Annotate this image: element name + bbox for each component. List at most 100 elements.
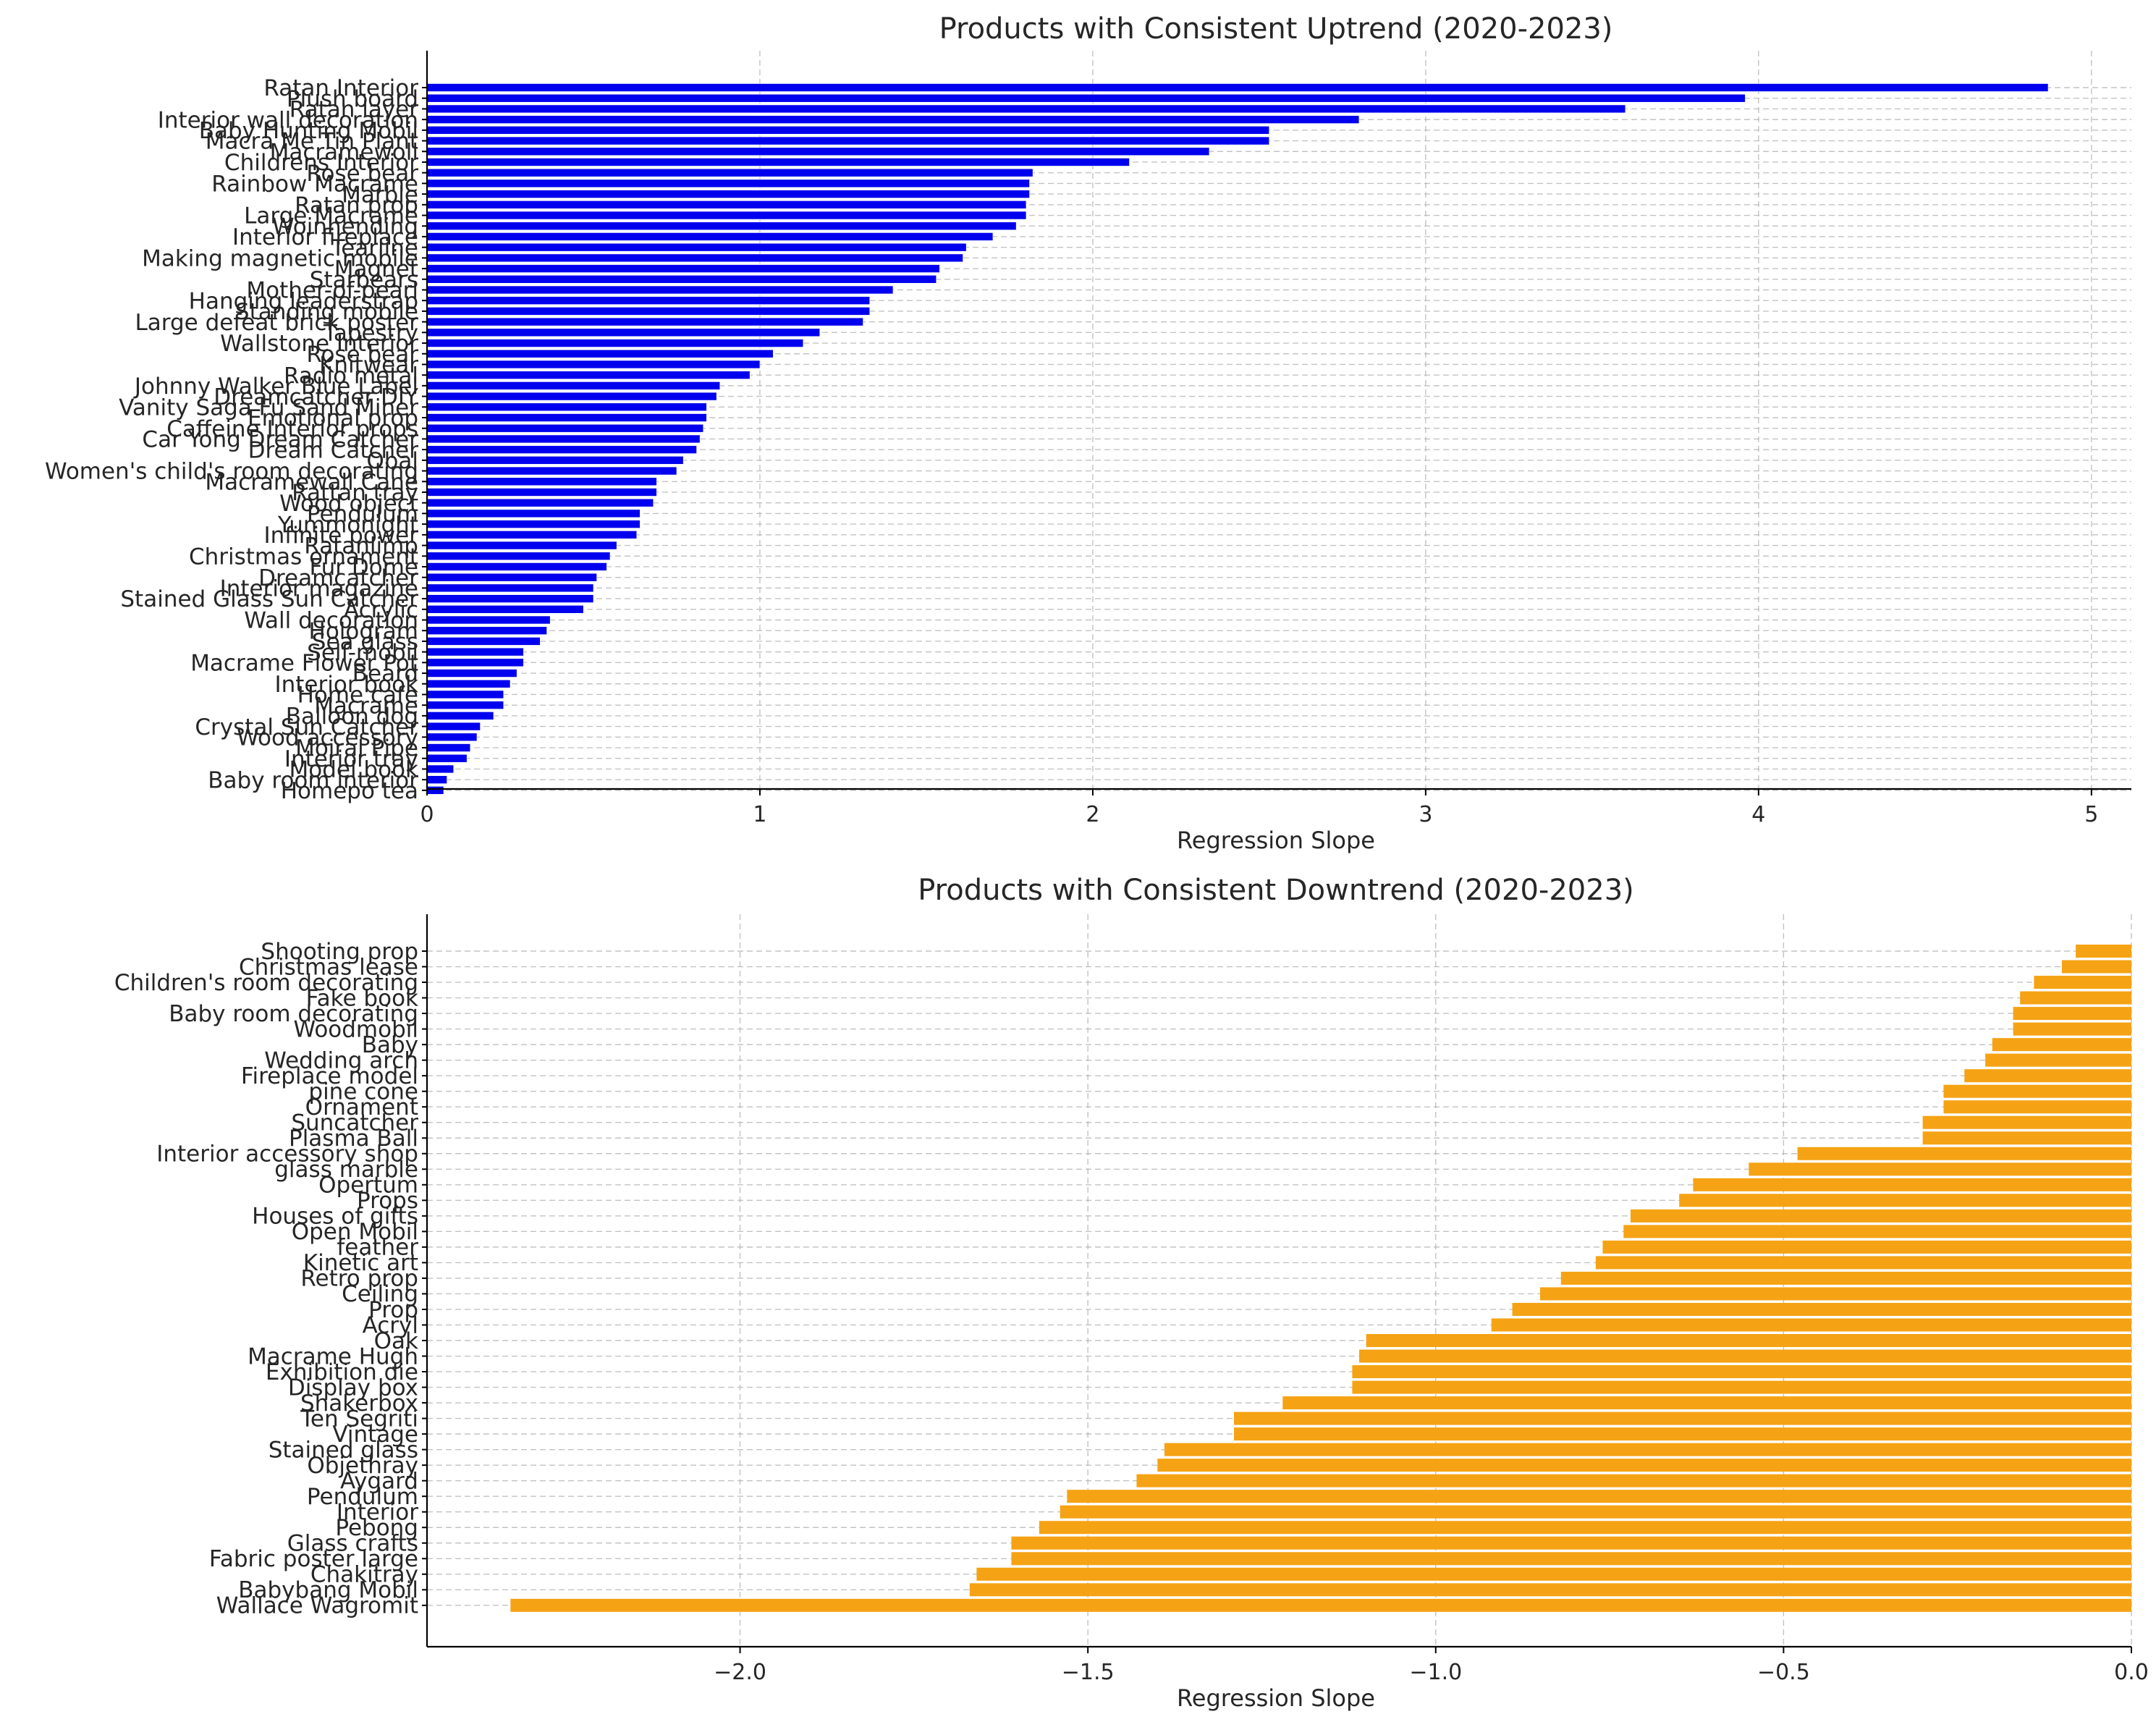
up-bar: [426, 242, 967, 252]
up-bar: [426, 211, 1027, 220]
down-bar: [1352, 1365, 2131, 1379]
up-y-tick-label: Magnet: [334, 256, 418, 282]
down-bar: [2013, 1007, 2131, 1021]
downtrend-chart-title: Products with Consistent Downtrend (2020…: [918, 874, 1634, 907]
up-x-tick-label: 2: [1086, 802, 1099, 827]
down-bar: [1067, 1490, 2131, 1503]
down-y-tick-label: feather: [337, 1235, 418, 1261]
up-bar: [426, 775, 447, 784]
up-bar: [426, 658, 524, 667]
down-bar: [1693, 1178, 2131, 1191]
down-y-tick-label: pine cone: [308, 1079, 418, 1105]
up-y-tick-label: Rattan tray: [292, 480, 418, 506]
up-y-tick-label: Balloon dog: [286, 704, 418, 730]
down-bar: [1992, 1038, 2131, 1052]
down-x-tick-label: 0.0: [2114, 1660, 2149, 1685]
up-bar: [426, 498, 654, 507]
down-y-tick-label: Oak: [374, 1328, 418, 1354]
up-x-tick-label: 3: [1419, 802, 1432, 827]
down-y-tick-label: Opertum: [318, 1173, 418, 1199]
down-y-tick-label: Shooting prop: [261, 939, 418, 965]
up-y-tick-label: Yummonight: [277, 512, 418, 538]
up-bar: [426, 201, 1027, 209]
down-bar: [1595, 1256, 2131, 1270]
up-y-tick-label: Wallstone Interior: [220, 331, 418, 357]
up-y-tick-label: Macra Me Tin Plant: [206, 129, 418, 155]
down-bar: [1679, 1194, 2131, 1207]
up-bar: [426, 552, 611, 561]
up-bar: [426, 541, 617, 550]
up-y-tick-label: Woinhending: [272, 214, 418, 240]
up-y-tick-label: Hanging leaderstrap: [189, 288, 418, 314]
up-y-tick-label: Christmas ornament: [189, 544, 418, 570]
up-bar: [426, 147, 1210, 156]
down-bar: [1943, 1084, 2131, 1098]
up-y-tick-label: Interior wall decoration: [158, 107, 418, 133]
down-y-tick-label: Pebong: [335, 1515, 418, 1541]
up-y-tick-label: Self-mobil: [307, 640, 418, 666]
up-y-tick-label: Emotional prop: [248, 405, 418, 431]
up-y-tick-label: Homepo tea: [281, 778, 418, 804]
up-x-tick-label: 1: [753, 802, 766, 827]
down-y-tick-label: Suncatcher: [291, 1110, 418, 1136]
up-bar: [426, 477, 657, 486]
down-y-tick-label: Objethray: [307, 1453, 418, 1479]
down-bar: [1985, 1053, 2131, 1067]
up-bar: [426, 285, 894, 295]
up-y-tick-label: Caffeine Interior props: [166, 416, 418, 442]
down-bar: [1234, 1427, 2131, 1441]
up-y-tick-label: Tapestry: [323, 320, 418, 346]
down-y-tick-label: glass marble: [274, 1157, 418, 1183]
up-bar: [426, 679, 511, 688]
down-bar: [1359, 1349, 2131, 1363]
up-y-tick-label: Large Macrame: [244, 203, 418, 229]
up-y-tick-label: Macrame Flower Pot: [190, 651, 418, 677]
up-bar: [426, 168, 1033, 177]
up-y-tick-label: Mother-of-pearl: [246, 278, 418, 304]
up-bar: [426, 221, 1017, 231]
up-bar: [426, 669, 517, 678]
up-bar: [426, 402, 707, 412]
up-bar: [426, 253, 963, 263]
down-bar: [1352, 1380, 2131, 1394]
up-bar: [426, 733, 478, 742]
up-y-tick-label: Sea glass: [312, 629, 418, 655]
down-bar: [1560, 1271, 2131, 1285]
up-y-tick-label: Stained Glass Sun Catcher: [120, 586, 418, 612]
up-bar: [426, 93, 1746, 103]
up-y-tick-label: Interior fireplace: [232, 224, 418, 250]
down-y-tick-label: Retro prop: [300, 1266, 418, 1292]
up-y-tick-label: Moiral Pipe: [295, 735, 418, 761]
up-bar: [426, 531, 638, 539]
up-bar: [426, 647, 524, 657]
down-bar: [1512, 1302, 2131, 1316]
down-y-tick-label: Macrame Hugh: [248, 1343, 418, 1369]
up-x-tick-label: 5: [2084, 802, 2098, 827]
down-bar: [2076, 945, 2131, 958]
down-y-tick-label: Ceiling: [342, 1281, 418, 1307]
up-bar: [426, 296, 871, 305]
down-bar: [1623, 1225, 2131, 1238]
down-y-tick-label: Babybang Mobil: [238, 1577, 418, 1603]
up-y-tick-label: Ratan Interior: [263, 75, 418, 101]
down-bar: [1136, 1474, 2131, 1487]
uptrend-chart-title: Products with Consistent Uptrend (2020-2…: [939, 12, 1613, 46]
up-bar: [426, 509, 641, 518]
down-bar: [1539, 1287, 2131, 1301]
down-bar: [2034, 976, 2131, 989]
up-y-tick-label: Wall decoration: [244, 608, 418, 634]
up-bar: [426, 712, 494, 720]
down-bar: [2013, 1022, 2131, 1036]
down-y-tick-label: Christmas lease: [239, 954, 418, 980]
up-y-tick-label: Acrylic: [344, 597, 418, 623]
down-y-tick-label: Wedding arch: [264, 1047, 418, 1073]
downtrend-x-tick-labels: −2.0 −1.5 −1.0 −0.5 0.0: [714, 1647, 2149, 1685]
down-y-tick-label: Houses of gifts: [252, 1204, 418, 1230]
up-y-tick-label: Interior magazine: [220, 576, 418, 602]
up-bar: [426, 604, 584, 614]
up-bar: [426, 232, 994, 241]
up-x-tick-label: 4: [1751, 802, 1765, 827]
